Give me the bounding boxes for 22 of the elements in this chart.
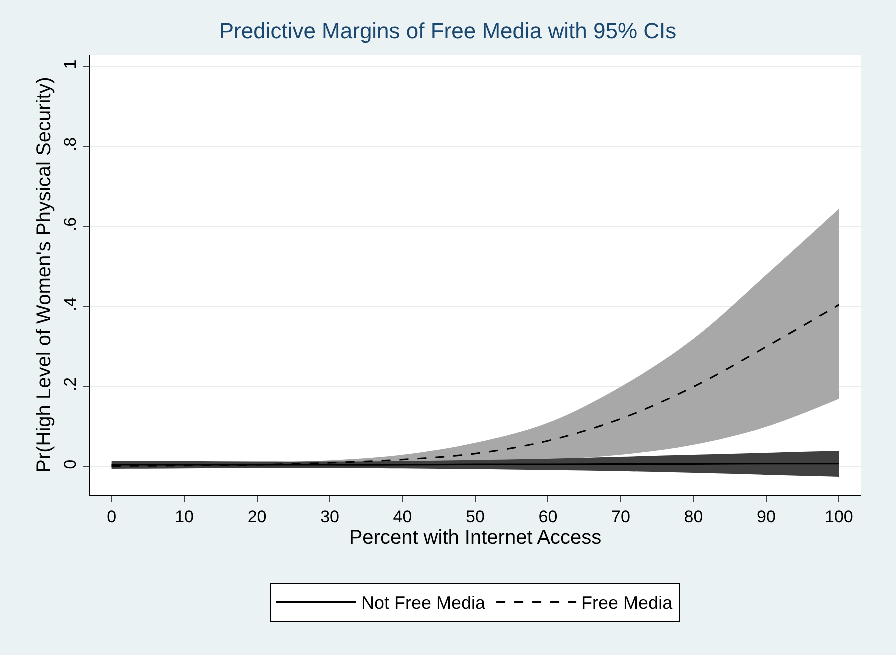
x-tick-label: 30: [320, 507, 340, 526]
x-tick-label: 40: [393, 507, 412, 526]
x-tick-label: 70: [612, 507, 630, 526]
legend-label: Free Media: [582, 593, 674, 614]
x-tick-label: 80: [684, 507, 704, 526]
y-tick-label: .8: [61, 137, 80, 152]
y-tick-label: .4: [61, 297, 80, 312]
x-tick-label: 0: [107, 507, 117, 526]
legend-label: Not Free Media: [362, 593, 487, 614]
x-tick-label: 20: [248, 507, 267, 526]
x-tick-label: 100: [824, 507, 854, 526]
x-axis-title: Percent with Internet Access: [349, 526, 602, 549]
y-tick-label: .6: [61, 217, 80, 232]
x-tick-label: 10: [175, 507, 194, 526]
chart-title: Predictive Margins of Free Media with 95% CIs: [219, 18, 677, 44]
x-tick-label: 50: [466, 507, 485, 526]
x-tick-label: 90: [756, 507, 776, 526]
x-tick-label: 60: [538, 507, 558, 526]
y-tick-label: 1: [61, 60, 80, 70]
y-tick-label: .2: [61, 377, 80, 392]
y-axis-title: Pr(High Level of Women's Physical Security): [34, 77, 56, 473]
y-tick-label: 0: [61, 460, 80, 470]
